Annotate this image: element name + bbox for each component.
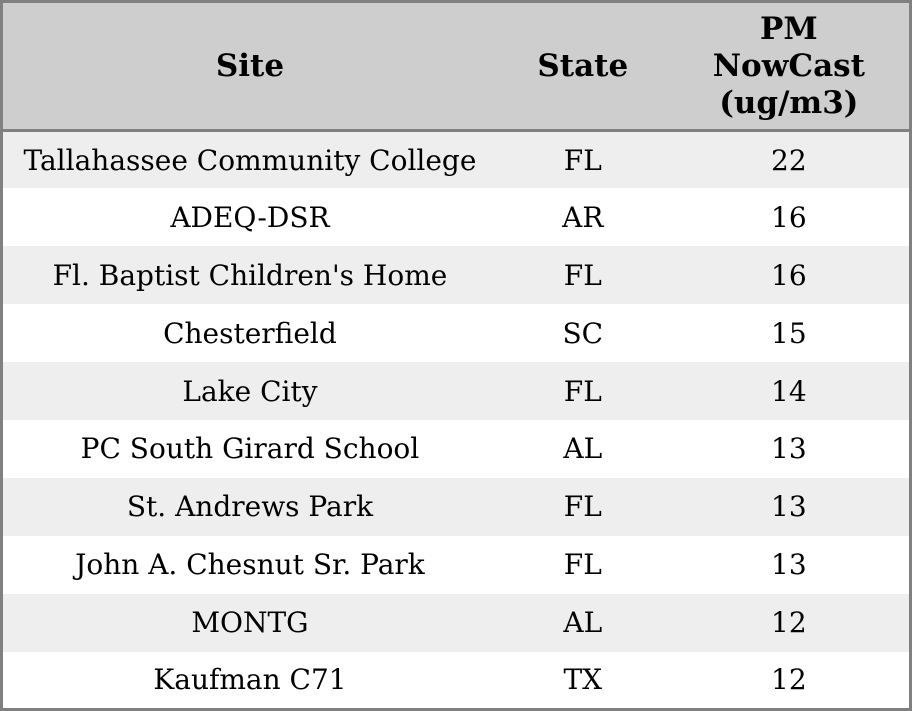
pm-nowcast-cell: 14 bbox=[771, 374, 807, 408]
table-row: MONTG AL 12 bbox=[1, 593, 911, 652]
site-cell: MONTG bbox=[191, 606, 309, 640]
pm-nowcast-cell: 22 bbox=[771, 143, 807, 177]
table-row: John A. Chesnut Sr. Park FL 13 bbox=[1, 535, 911, 594]
table-row: Fl. Baptist Children's Home FL 16 bbox=[1, 246, 911, 305]
site-cell: PC South Girard School bbox=[80, 432, 420, 466]
table-body: Tallahassee Community College FL 22 ADEQ… bbox=[1, 130, 911, 710]
column-header-pm-nowcast: PM NowCast (ug/m3) bbox=[668, 1, 911, 132]
column-header-site: Site bbox=[1, 1, 497, 132]
site-cell: Fl. Baptist Children's Home bbox=[52, 258, 448, 292]
state-cell: AR bbox=[562, 200, 604, 234]
state-cell: FL bbox=[563, 374, 602, 408]
header-row: Site State PM NowCast (ug/m3) bbox=[1, 1, 911, 132]
state-cell: FL bbox=[563, 490, 602, 524]
state-cell: AL bbox=[563, 606, 603, 640]
site-cell: ADEQ-DSR bbox=[170, 200, 330, 234]
state-cell: AL bbox=[563, 432, 603, 466]
pm-nowcast-cell: 12 bbox=[771, 663, 807, 697]
site-cell: Kaufman C71 bbox=[153, 663, 347, 697]
pm-nowcast-cell: 16 bbox=[771, 258, 807, 292]
pm-nowcast-cell: 13 bbox=[771, 548, 807, 582]
state-cell: TX bbox=[563, 663, 603, 697]
table-row: PC South Girard School AL 13 bbox=[1, 419, 911, 478]
table-row: ADEQ-DSR AR 16 bbox=[1, 188, 911, 247]
table-row: Tallahassee Community College FL 22 bbox=[1, 130, 911, 189]
table-row: St. Andrews Park FL 13 bbox=[1, 477, 911, 536]
site-cell: John A. Chesnut Sr. Park bbox=[75, 548, 425, 582]
site-cell: Chesterfield bbox=[163, 316, 337, 350]
site-cell: Lake City bbox=[182, 374, 318, 408]
pm-nowcast-cell: 16 bbox=[771, 200, 807, 234]
table-row: Lake City FL 14 bbox=[1, 362, 911, 420]
table-row: Kaufman C71 TX 12 bbox=[1, 651, 911, 710]
state-cell: SC bbox=[562, 316, 604, 350]
state-cell: FL bbox=[563, 143, 602, 177]
site-cell: St. Andrews Park bbox=[126, 490, 374, 524]
state-cell: FL bbox=[563, 258, 602, 292]
column-header-state: State bbox=[496, 1, 669, 132]
site-cell: Tallahassee Community College bbox=[23, 143, 477, 177]
table-row: Chesterfield SC 15 bbox=[1, 304, 911, 363]
state-cell: FL bbox=[563, 548, 602, 582]
pm-nowcast-cell: 13 bbox=[771, 490, 807, 524]
pm-nowcast-cell: 13 bbox=[771, 432, 807, 466]
pm-nowcast-cell: 15 bbox=[771, 316, 807, 350]
pm-nowcast-cell: 12 bbox=[771, 606, 807, 640]
column-header-pm-nowcast-label: PM NowCast (ug/m3) bbox=[712, 10, 865, 121]
